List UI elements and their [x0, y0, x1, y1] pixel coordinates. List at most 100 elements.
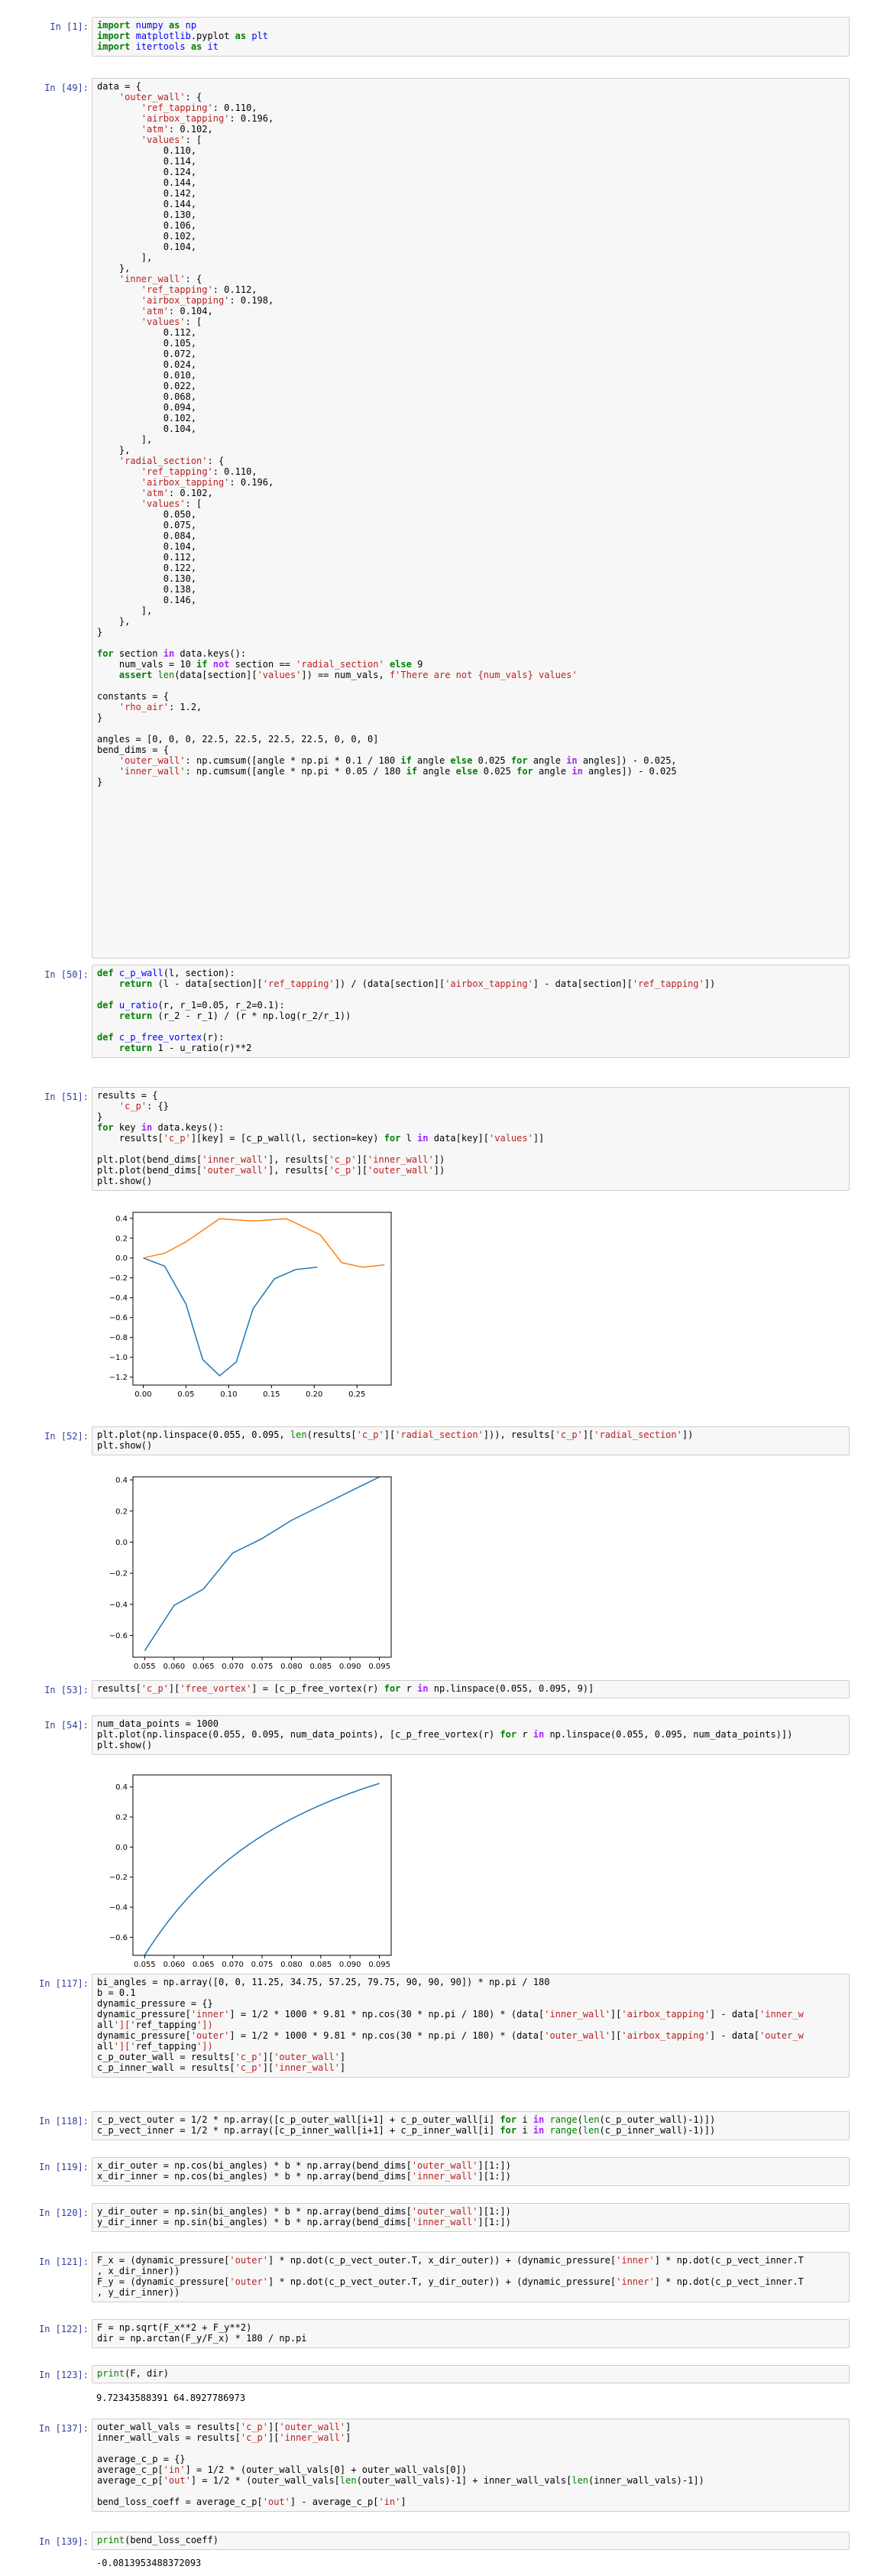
code-input[interactable]: outer_wall_vals = results['c_p']['outer_… — [92, 2419, 850, 2512]
y-tick-label: −0.8 — [109, 1334, 128, 1342]
code-input[interactable]: x_dir_outer = np.cos(bi_angles) * b * np… — [92, 2157, 850, 2186]
code-input[interactable]: num_data_points = 1000 plt.plot(np.linspa… — [92, 1715, 850, 1755]
code-line: }, — [97, 445, 844, 456]
code-input[interactable]: F_x = (dynamic_pressure['outer'] * np.do… — [92, 2252, 850, 2302]
code-line: for key in data.keys(): — [97, 1122, 844, 1133]
code-line: return (l - data[section]['ref_tapping']… — [97, 978, 844, 989]
code-input[interactable]: def c_p_wall(l, section): return (l - da… — [92, 965, 850, 1058]
code-line: 0.110, — [97, 145, 844, 156]
code-line: 0.024, — [97, 359, 844, 370]
cell-output: 9.72343588391 64.8927786973 — [96, 2393, 245, 2403]
code-input[interactable]: results = { 'c_p': {}} for key in data.ke… — [92, 1087, 850, 1191]
code-input[interactable]: print(F, dir) — [92, 2365, 850, 2383]
x-tick-label: 0.070 — [222, 1663, 244, 1671]
code-line: plt.show() — [97, 1176, 844, 1186]
code-line: } — [97, 1111, 844, 1122]
code-line: c_p_vect_inner = 1/2 * np.array([c_p_inn… — [97, 2125, 844, 2136]
plot-frame — [133, 1477, 391, 1657]
code-line: c_p_inner_wall = results['c_p']['inner_w… — [97, 2062, 844, 2073]
code-line — [97, 638, 844, 648]
code-line: return (r_2 - r_1) / (r * np.log(r_2/r_1… — [97, 1011, 844, 1021]
code-line: 0.084, — [97, 530, 844, 541]
y-tick-label: −0.6 — [109, 1934, 128, 1942]
code-input[interactable]: import numpy as np import matplotlib.pypl… — [92, 17, 850, 57]
x-tick-label: 0.065 — [193, 1663, 215, 1671]
code-line: return 1 - u_ratio(r)**2 — [97, 1043, 844, 1053]
code-line: 'airbox_tapping': 0.196, — [97, 477, 844, 488]
y-tick-label: −1.2 — [109, 1374, 128, 1382]
x-tick-label: 0.075 — [251, 1663, 274, 1671]
y-tick-label: 0.2 — [115, 1507, 128, 1516]
code-line: 'atm': 0.102, — [97, 488, 844, 498]
y-tick-label: −0.2 — [109, 1570, 128, 1578]
code-line: assert len(data[section]['values']) == n… — [97, 670, 844, 680]
series-line — [143, 1258, 317, 1376]
code-line: plt.plot(np.linspace(0.055, 0.095, len(r… — [97, 1429, 844, 1440]
code-line: inner_wall_vals = results['c_p']['inner_… — [97, 2432, 844, 2443]
code-line: bend_dims = { — [97, 745, 844, 755]
code-line: F = np.sqrt(F_x**2 + F_y**2) — [97, 2322, 844, 2333]
code-line: 0.114, — [97, 156, 844, 167]
code-line: }, — [97, 263, 844, 274]
y-tick-label: −1.0 — [109, 1354, 128, 1362]
code-line: bend_loss_coeff = average_c_p['out'] - a… — [97, 2497, 844, 2507]
code-line: 0.022, — [97, 381, 844, 391]
x-tick-label: 0.00 — [134, 1390, 151, 1399]
code-line: 'values': [ — [97, 135, 844, 145]
y-tick-label: 0.0 — [115, 1254, 128, 1263]
code-input[interactable]: c_p_vect_outer = 1/2 * np.array([c_p_out… — [92, 2111, 850, 2140]
x-tick-label: 0.055 — [134, 1663, 156, 1671]
code-line: print(F, dir) — [97, 2368, 844, 2379]
code-line: 'radial_section': { — [97, 456, 844, 466]
input-prompt: In [51]: — [38, 1092, 89, 1102]
code-line: def c_p_wall(l, section): — [97, 968, 844, 978]
input-prompt: In [118]: — [38, 2116, 89, 2127]
code-line: 'values': [ — [97, 498, 844, 509]
code-input[interactable]: data = { 'outer_wall': { 'ref_tapping': … — [92, 78, 850, 959]
code-line: ], — [97, 434, 844, 445]
code-line: dynamic_pressure['inner'] = 1/2 * 1000 *… — [97, 2009, 844, 2020]
code-line: 0.010, — [97, 370, 844, 381]
input-prompt: In [52]: — [38, 1431, 89, 1442]
y-tick-label: 0.4 — [115, 1215, 128, 1223]
code-input[interactable]: y_dir_outer = np.sin(bi_angles) * b * np… — [92, 2203, 850, 2232]
code-line: 0.146, — [97, 595, 844, 605]
cell-output: -0.0813953488372093 — [96, 2558, 201, 2568]
code-line: dynamic_pressure = {} — [97, 1998, 844, 2009]
code-line: num_vals = 10 if not section == 'radial_… — [97, 659, 844, 670]
code-line: 'inner_wall': { — [97, 274, 844, 284]
code-input[interactable]: plt.plot(np.linspace(0.055, 0.095, len(r… — [92, 1426, 850, 1455]
code-line: 0.094, — [97, 402, 844, 413]
x-tick-label: 0.090 — [339, 1961, 361, 1969]
code-line: b = 0.1 — [97, 1987, 844, 1998]
code-line: 'inner_wall': np.cumsum([angle * np.pi *… — [97, 766, 844, 777]
code-line — [97, 1021, 844, 1032]
code-line — [97, 723, 844, 734]
code-input[interactable]: F = np.sqrt(F_x**2 + F_y**2) dir = np.arc… — [92, 2319, 850, 2348]
code-line: dir = np.arctan(F_y/F_x) * 180 / np.pi — [97, 2333, 844, 2344]
x-tick-label: 0.070 — [222, 1961, 244, 1969]
code-input[interactable]: results['c_p']['free_vortex'] = [c_p_fre… — [92, 1680, 850, 1698]
code-line: def u_ratio(r, r_1=0.05, r_2=0.1): — [97, 1000, 844, 1011]
code-line: print(bend_loss_coeff) — [97, 2535, 844, 2545]
code-line: ], — [97, 252, 844, 263]
code-line: 0.112, — [97, 327, 844, 338]
y-tick-label: −0.2 — [109, 1274, 128, 1283]
code-line: 'atm': 0.102, — [97, 124, 844, 135]
code-line: 0.104, — [97, 541, 844, 552]
input-prompt: In [137]: — [38, 2423, 89, 2434]
code-line: dynamic_pressure['outer'] = 1/2 * 1000 *… — [97, 2030, 844, 2041]
code-line: 0.102, — [97, 231, 844, 242]
x-tick-label: 0.095 — [368, 1663, 390, 1671]
code-line: average_c_p['in'] = 1/2 * (outer_wall_va… — [97, 2464, 844, 2475]
x-tick-label: 0.065 — [193, 1961, 215, 1969]
code-input[interactable]: print(bend_loss_coeff) — [92, 2532, 850, 2550]
code-line: plt.plot(bend_dims['inner_wall'], result… — [97, 1154, 844, 1165]
x-tick-label: 0.10 — [220, 1390, 237, 1399]
code-input[interactable]: bi_angles = np.array([0, 0, 11.25, 34.75… — [92, 1974, 850, 2078]
plot-frame — [133, 1212, 391, 1385]
code-line: def c_p_free_vortex(r): — [97, 1032, 844, 1043]
code-line: 0.138, — [97, 584, 844, 595]
x-tick-label: 0.095 — [368, 1961, 390, 1969]
y-tick-label: 0.2 — [115, 1234, 128, 1243]
